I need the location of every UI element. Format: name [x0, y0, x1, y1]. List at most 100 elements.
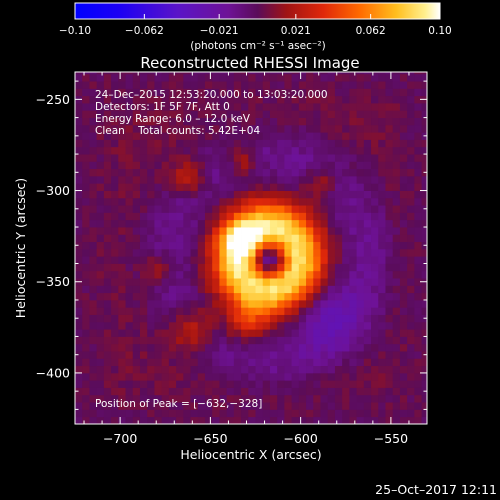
heatmap-cell: [118, 358, 126, 367]
heatmap-cell: [82, 103, 90, 111]
heatmap-cell: [421, 409, 427, 418]
heatmap-cell: [176, 351, 184, 359]
heatmap-cell: [284, 154, 293, 162]
heatmap-cell: [111, 154, 119, 162]
heatmap-cell: [363, 416, 372, 424]
heatmap-cell: [392, 278, 401, 286]
heatmap-cell: [349, 73, 357, 82]
heatmap-cell: [277, 285, 285, 294]
heatmap-cell: [371, 234, 379, 243]
heatmap-cell: [233, 307, 242, 315]
heatmap-cell: [147, 73, 155, 82]
heatmap-cell: [262, 146, 271, 155]
heatmap-cell: [284, 146, 293, 155]
heatmap-cell: [139, 183, 148, 191]
heatmap-cell: [327, 205, 336, 213]
heatmap-cell: [291, 161, 300, 170]
heatmap-cell: [421, 358, 427, 367]
y-tick-label: −300: [36, 183, 70, 198]
heatmap-cell: [190, 372, 199, 381]
heatmap-cell: [111, 248, 119, 257]
heatmap-cell: [277, 402, 285, 410]
heatmap-cell: [248, 307, 256, 315]
heatmap-cell: [241, 219, 249, 228]
heatmap-cell: [342, 95, 350, 104]
heatmap-cell: [277, 168, 285, 177]
heatmap-cell: [204, 416, 213, 424]
heatmap-cell: [291, 124, 300, 133]
heatmap-cell: [327, 365, 336, 374]
heatmap-cell: [342, 402, 350, 410]
heatmap-cell: [399, 343, 408, 352]
heatmap-cell: [378, 321, 386, 330]
heatmap-cell: [342, 358, 350, 367]
heatmap-cell: [392, 409, 401, 418]
heatmap-cell: [421, 256, 427, 264]
heatmap-cell: [176, 72, 184, 75]
heatmap-cell: [392, 336, 401, 345]
heatmap-cell: [277, 110, 285, 118]
heatmap-cell: [255, 351, 264, 359]
heatmap-cell: [291, 183, 300, 191]
heatmap-cell: [262, 365, 271, 374]
heatmap-cell: [284, 292, 293, 301]
heatmap-cell: [407, 321, 415, 330]
heatmap-cell: [320, 132, 329, 140]
heatmap-cell: [306, 212, 314, 221]
heatmap-cell: [385, 197, 394, 206]
heatmap-cell: [125, 263, 134, 272]
heatmap-cell: [371, 336, 379, 345]
heatmap-cell: [255, 292, 264, 301]
heatmap-cell: [248, 154, 256, 162]
heatmap-cell: [183, 139, 191, 148]
heatmap-cell: [190, 81, 199, 89]
heatmap-cell: [132, 212, 141, 221]
heatmap-cell: [356, 336, 365, 345]
heatmap-cell: [371, 161, 379, 170]
heatmap-cell: [132, 154, 141, 162]
heatmap-cell: [118, 351, 126, 359]
heatmap-cell: [363, 103, 372, 111]
heatmap-cell: [241, 146, 249, 155]
heatmap-cell: [183, 416, 191, 424]
heatmap-cell: [147, 321, 155, 330]
heatmap-cell: [378, 124, 386, 133]
heatmap-cell: [421, 88, 427, 97]
heatmap-cell: [392, 358, 401, 367]
heatmap-cell: [168, 263, 177, 272]
heatmap-cell: [75, 117, 83, 126]
heatmap-cell: [233, 103, 242, 111]
heatmap-cell: [334, 132, 343, 140]
heatmap-cell: [356, 146, 365, 155]
heatmap-cell: [363, 380, 372, 388]
heatmap-cell: [356, 154, 365, 162]
heatmap-cell: [118, 307, 126, 315]
heatmap-cell: [154, 139, 163, 148]
heatmap-cell: [414, 197, 422, 206]
heatmap-cell: [298, 270, 307, 279]
heatmap-cell: [75, 73, 83, 82]
heatmap-cell: [204, 372, 213, 381]
heatmap-cell: [197, 358, 206, 367]
heatmap-cell: [96, 212, 105, 221]
heatmap-cell: [226, 95, 235, 104]
heatmap-cell: [371, 314, 379, 323]
y-tick-label: −400: [36, 365, 70, 380]
heatmap-cell: [168, 292, 177, 301]
heatmap-cell: [168, 190, 177, 199]
heatmap-cell: [320, 351, 329, 359]
heatmap-cell: [103, 307, 112, 315]
heatmap-cell: [392, 241, 401, 250]
heatmap-cell: [190, 88, 199, 97]
heatmap-cell: [241, 256, 249, 264]
heatmap-cell: [356, 394, 365, 403]
heatmap-cell: [212, 292, 220, 301]
heatmap-cell: [306, 168, 314, 177]
heatmap-cell: [103, 146, 112, 155]
heatmap-cell: [298, 278, 307, 286]
heatmap-cell: [255, 387, 264, 396]
heatmap-cell: [139, 72, 148, 75]
heatmap-cell: [399, 110, 408, 118]
heatmap-cell: [132, 241, 141, 250]
heatmap-cell: [385, 139, 394, 148]
